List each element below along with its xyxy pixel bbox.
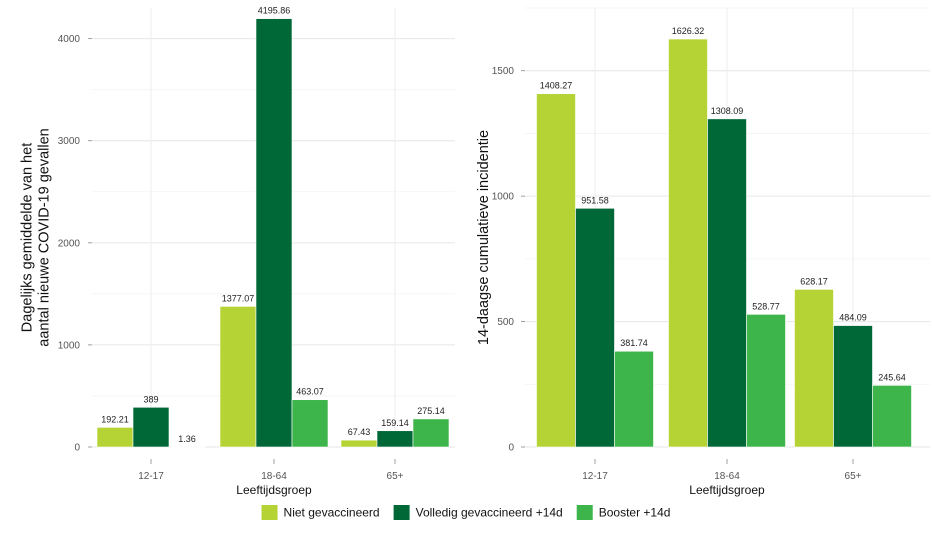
bar xyxy=(96,427,134,448)
bar xyxy=(376,430,414,448)
y-tick-label: 3000 xyxy=(58,136,81,147)
x-tick-label: 12-17 xyxy=(138,471,164,482)
y-tick-label: 0 xyxy=(508,443,514,454)
data-label: 192.21 xyxy=(101,414,129,424)
data-label: 159.14 xyxy=(381,418,409,428)
data-label: 463.07 xyxy=(296,387,324,397)
data-label: 275.14 xyxy=(417,406,445,416)
y-axis-title-line: aantal nieuwe COVID-19 gevallen xyxy=(37,128,53,346)
bar xyxy=(872,385,912,448)
x-tick-label: 65+ xyxy=(387,471,404,482)
y-tick-label: 0 xyxy=(74,443,80,454)
bar xyxy=(614,350,654,448)
data-label: 1308.09 xyxy=(711,106,744,116)
data-label: 245.64 xyxy=(878,372,906,382)
x-tick-label: 18-64 xyxy=(261,471,287,482)
legend: Niet gevaccineerd Volledig gevaccineerd +… xyxy=(261,505,671,520)
y-axis-title: 14-daagse cumulatieve incidentie xyxy=(476,130,492,345)
bar xyxy=(340,439,378,448)
bar xyxy=(707,118,747,448)
data-label: 381.74 xyxy=(620,338,648,348)
y-axis-title-line: Dagelijks gemiddelde van het xyxy=(20,143,36,332)
data-label: 1377.07 xyxy=(222,293,255,303)
data-label: 484.09 xyxy=(839,313,867,323)
bar xyxy=(132,406,170,448)
x-tick-label: 12-17 xyxy=(582,471,608,482)
y-tick-label: 2000 xyxy=(58,238,81,249)
bar xyxy=(575,207,615,448)
legend-swatch xyxy=(393,505,410,520)
panel-2: 0 500 1000 1500 1408.27 951.58 381.74 12-17 1626… xyxy=(476,7,930,497)
bar xyxy=(412,418,450,448)
y-axis-title-line: 14-daagse cumulatieve incidentie xyxy=(476,130,492,345)
legend-swatch xyxy=(576,505,593,520)
data-label: 1.36 xyxy=(178,434,196,444)
data-label: 389 xyxy=(143,394,158,404)
bar xyxy=(291,399,329,448)
x-axis-title: Leeftijdsgroep xyxy=(236,483,312,497)
x-tick-label: 18-64 xyxy=(714,471,740,482)
panel-1: 0 1000 2000 3000 4000 192.21 389 1.36 12-17 1377.… xyxy=(20,6,455,497)
legend-label: Volledig gevaccineerd +14d xyxy=(416,506,563,520)
bar xyxy=(219,306,257,448)
legend-swatch xyxy=(261,505,278,520)
data-label: 1626.32 xyxy=(672,26,705,36)
legend-label: Booster +14d xyxy=(599,506,671,520)
data-label: 67.43 xyxy=(348,427,371,437)
bar xyxy=(746,314,786,448)
y-tick-label: 1000 xyxy=(492,192,515,203)
bar xyxy=(833,325,873,448)
y-tick-label: 4000 xyxy=(58,34,81,45)
bar xyxy=(794,289,834,448)
bar xyxy=(536,93,576,448)
data-label: 528.77 xyxy=(752,301,780,311)
x-tick-label: 65+ xyxy=(845,471,862,482)
y-tick-label: 500 xyxy=(497,317,514,328)
x-axis-title: Leeftijdsgroep xyxy=(689,483,765,497)
data-label: 1408.27 xyxy=(540,81,573,91)
bar xyxy=(255,18,293,448)
data-label: 628.17 xyxy=(800,276,828,286)
y-tick-label: 1500 xyxy=(492,66,515,77)
data-label: 951.58 xyxy=(581,195,609,205)
bar xyxy=(168,446,206,448)
bar xyxy=(668,38,708,448)
y-tick-label: 1000 xyxy=(58,340,81,351)
legend-label: Niet gevaccineerd xyxy=(284,506,380,520)
data-label: 4195.86 xyxy=(258,6,291,16)
y-axis-title: Dagelijks gemiddelde van hetaantal nieuw… xyxy=(20,128,53,346)
